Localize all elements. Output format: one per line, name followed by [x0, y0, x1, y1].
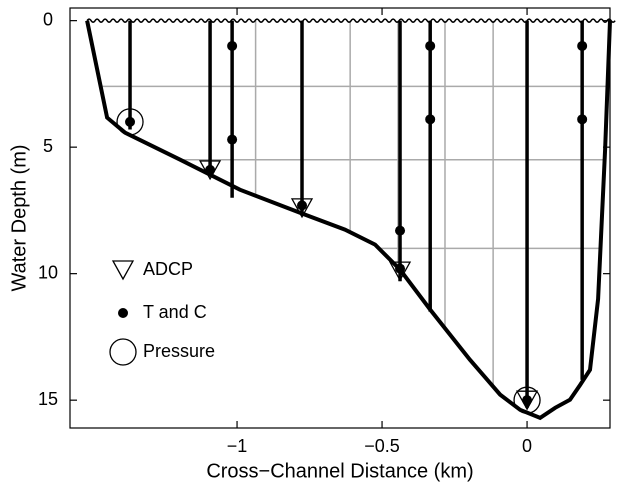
tc-marker	[227, 40, 238, 51]
tc-marker	[425, 114, 436, 125]
tc-marker	[522, 395, 533, 406]
tc-marker	[425, 40, 436, 51]
pressure-marker	[116, 108, 144, 136]
legend-marker	[109, 338, 137, 366]
plot-frame	[69, 7, 611, 429]
tc-marker	[227, 134, 238, 145]
adcp-marker	[290, 198, 314, 219]
tc-marker	[577, 40, 588, 51]
tc-marker	[297, 200, 308, 211]
legend-marker	[118, 308, 128, 318]
y-tick-label: 5	[43, 136, 53, 156]
legend-label: T and C	[143, 302, 207, 322]
legend-label: ADCP	[143, 259, 193, 279]
y-tick-label: 0	[43, 9, 53, 29]
tc-marker	[395, 225, 406, 236]
y-tick-label: 10	[38, 262, 58, 282]
grid	[87, 20, 610, 418]
tc-marker	[205, 164, 216, 175]
y-tick-label: 15	[38, 389, 58, 409]
x-axis-label: Cross−Channel Distance (km)	[206, 460, 473, 482]
tc-marker	[395, 263, 406, 274]
x-tick-label: −1	[227, 436, 248, 456]
water-surface	[86, 18, 616, 23]
x-tick-label: −0.5	[364, 436, 400, 456]
legend-label: Pressure	[143, 341, 215, 361]
pressure-marker	[513, 386, 541, 414]
y-axis-label: Water Depth (m)	[8, 144, 30, 291]
x-tick-label: 0	[522, 436, 532, 456]
adcp-marker	[388, 261, 412, 282]
bathymetry-line	[85, 20, 612, 421]
tc-marker	[125, 116, 136, 127]
tc-marker	[577, 114, 588, 125]
legend-marker	[111, 260, 135, 281]
